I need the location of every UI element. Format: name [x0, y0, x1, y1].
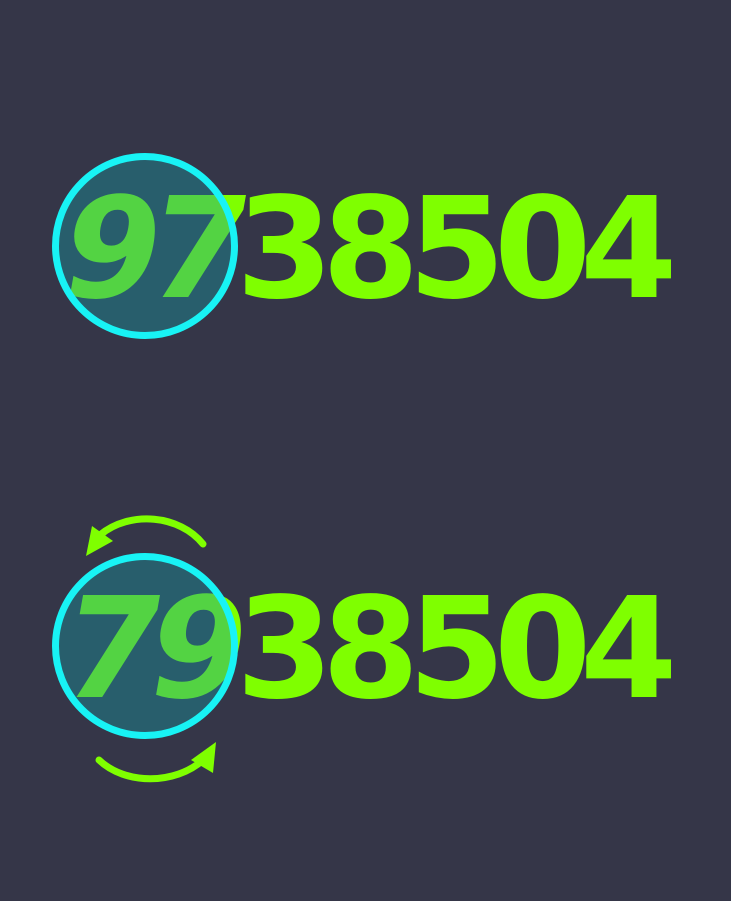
original-digits: 9 7 3 8 5 0 4 [50, 158, 678, 342]
digit-3: 3 [236, 568, 333, 731]
digit-6: 0 [494, 568, 591, 731]
digit-6: 0 [494, 168, 591, 331]
digit-4: 8 [322, 168, 419, 331]
swapped-number-row: 7 9 3 8 5 0 4 [0, 550, 731, 750]
digit-7: 4 [580, 168, 677, 331]
digit-5: 5 [408, 168, 505, 331]
highlight-circle [52, 553, 238, 739]
highlight-circle [52, 153, 238, 339]
digit-4: 8 [322, 568, 419, 731]
digit-3: 3 [236, 168, 333, 331]
digit-7: 4 [580, 568, 677, 731]
original-number-row: 9 7 3 8 5 0 4 [0, 150, 731, 350]
swapped-digits: 7 9 3 8 5 0 4 [50, 558, 678, 742]
digit-5: 5 [408, 568, 505, 731]
